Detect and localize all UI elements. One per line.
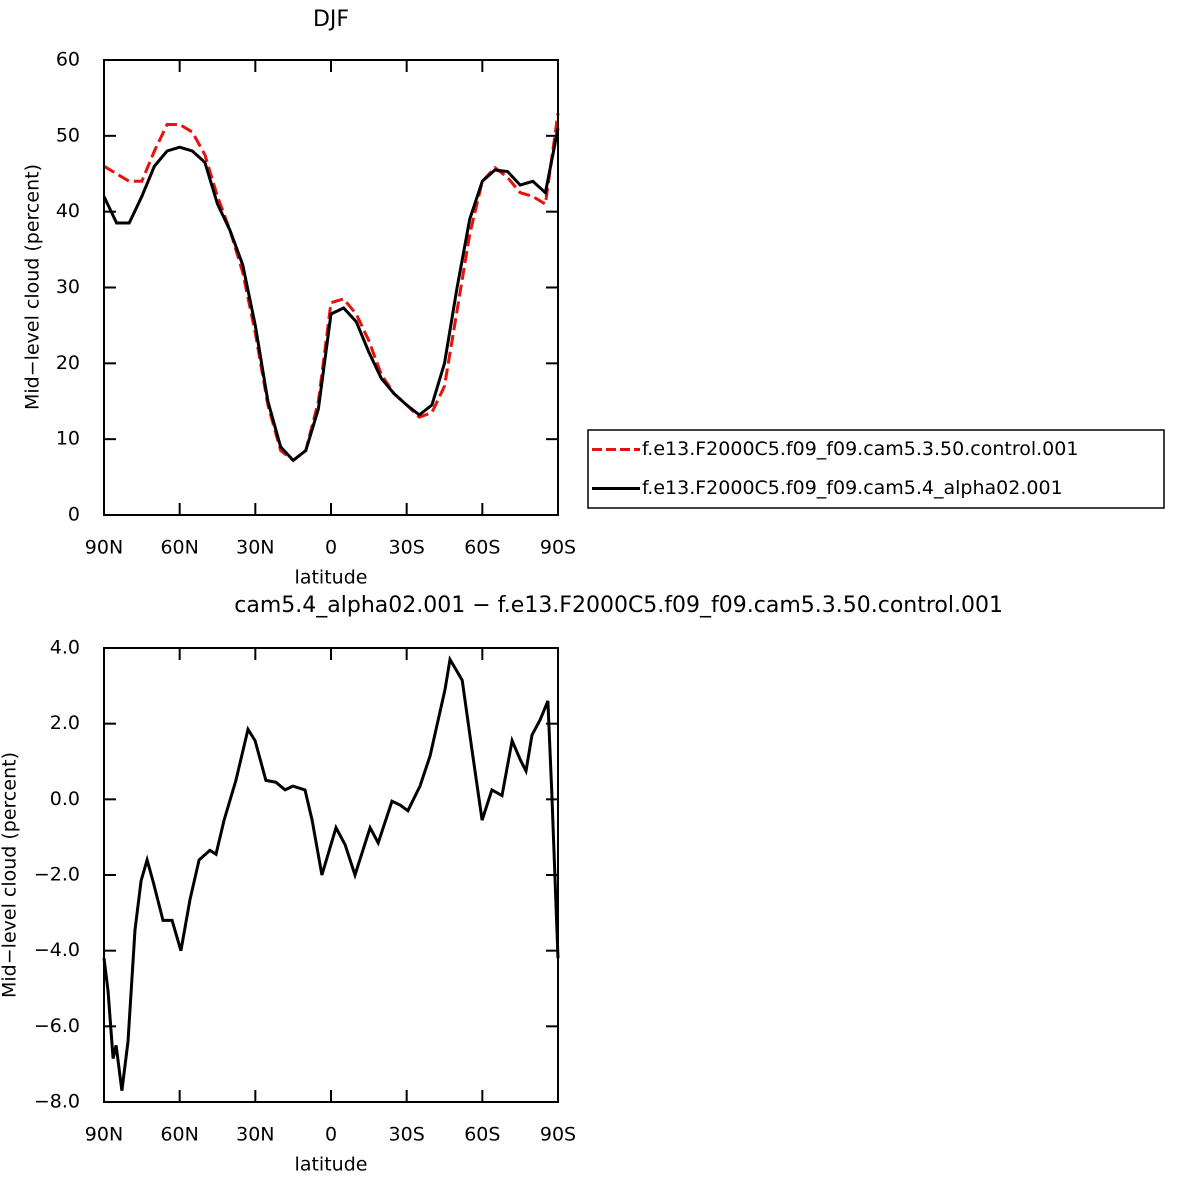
- x-tick-label: 60S: [464, 1124, 500, 1146]
- y-axis-label: Mid−level cloud (percent): [0, 752, 21, 998]
- x-tick-label: 60S: [464, 537, 500, 559]
- x-axis-label: latitude: [295, 567, 368, 589]
- x-tick-label: 90S: [540, 537, 576, 559]
- x-tick-label: 90S: [540, 1124, 576, 1146]
- x-tick-label: 0: [325, 1124, 337, 1146]
- y-tick-label: 2.0: [50, 712, 80, 734]
- y-tick-label: 10: [56, 428, 80, 450]
- y-tick-label: 0.0: [50, 788, 80, 810]
- panel-title: cam5.4_alpha02.001 − f.e13.F2000C5.f09_f…: [234, 593, 1003, 618]
- x-tick-label: 90N: [85, 537, 123, 559]
- y-tick-label: −2.0: [34, 864, 80, 886]
- y-tick-label: 50: [56, 124, 80, 146]
- data-line: [103, 112, 560, 463]
- y-tick-label: −4.0: [34, 939, 80, 961]
- x-tick-label: 30N: [236, 1124, 274, 1146]
- y-tick-label: 40: [56, 200, 80, 222]
- y-tick-label: 0: [68, 504, 80, 526]
- panel-title: DJF: [313, 7, 349, 32]
- y-tick-label: 20: [56, 352, 80, 374]
- x-tick-label: 30S: [389, 1124, 425, 1146]
- y-tick-label: 4.0: [50, 637, 80, 659]
- x-tick-label: 30N: [236, 537, 274, 559]
- legend-label: f.e13.F2000C5.f09_f09.cam5.3.50.control.…: [642, 438, 1078, 460]
- y-tick-label: −8.0: [34, 1091, 80, 1113]
- x-tick-label: 60N: [160, 537, 198, 559]
- plot-frame: [103, 59, 559, 516]
- x-tick-label: 60N: [160, 1124, 198, 1146]
- x-tick-label: 30S: [389, 537, 425, 559]
- data-line: [102, 655, 560, 1091]
- y-axis-label: Mid−level cloud (percent): [22, 164, 44, 410]
- x-tick-label: 0: [325, 537, 337, 559]
- y-tick-label: −6.0: [34, 1015, 80, 1037]
- plot-frame: [103, 647, 559, 1103]
- x-axis-label: latitude: [295, 1154, 368, 1176]
- y-tick-label: 30: [56, 276, 80, 298]
- legend-box: [587, 429, 1165, 509]
- legend-label: f.e13.F2000C5.f09_f09.cam5.4_alpha02.001: [642, 477, 1063, 499]
- x-tick-label: 90N: [85, 1124, 123, 1146]
- y-tick-label: 60: [56, 49, 80, 71]
- data-line: [102, 128, 560, 463]
